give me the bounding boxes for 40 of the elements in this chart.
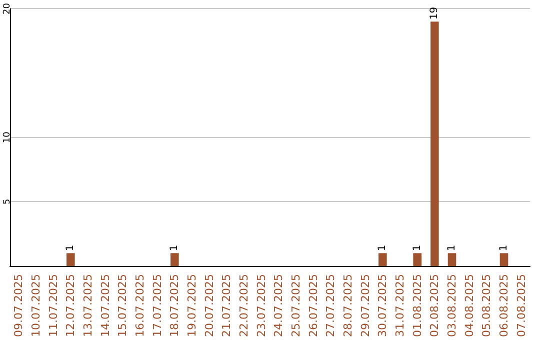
data-label: 1: [498, 244, 510, 252]
x-tick-label: 18.07.2025: [168, 274, 182, 338]
x-tick-label: 01.08.2025: [410, 274, 424, 338]
data-label: 1: [169, 244, 180, 252]
x-tick-label: 05.08.2025: [480, 274, 494, 338]
x-tick-label: 17.07.2025: [150, 274, 164, 338]
data-label: 19: [429, 6, 440, 20]
x-tick-label: 11.07.2025: [46, 274, 60, 338]
x-tick-label: 16.07.2025: [134, 274, 146, 338]
x-tick-label: 14.07.2025: [98, 274, 112, 338]
x-tick-label: 28.07.2025: [342, 274, 354, 338]
x-tick-label: 31.07.2025: [394, 274, 406, 338]
x-tick-label: 02.08.2025: [428, 274, 442, 338]
x-tick-label: 29.07.2025: [358, 274, 372, 338]
x-tick-label: 27.07.2025: [324, 274, 338, 338]
x-tick-label: 03.08.2025: [446, 274, 458, 338]
x-tick-label: 30.07.2025: [376, 274, 390, 338]
y-tick-label: 10: [2, 131, 12, 144]
x-tick-label: 20.07.2025: [202, 274, 216, 338]
x-tick-label: 22.07.2025: [238, 274, 250, 338]
x-tick-label: 10.07.2025: [30, 274, 42, 338]
x-tick-label: 15.07.2025: [116, 274, 130, 338]
x-tick-label: 26.07.2025: [306, 274, 320, 338]
x-tick-label: 21.07.2025: [220, 274, 234, 338]
x-tick-label: 12.07.2025: [64, 274, 78, 338]
x-tick-label: 09.07.2025: [12, 274, 26, 338]
y-tick-label: 20: [2, 2, 12, 14]
y-tick-label: 5: [2, 198, 12, 205]
data-label: 1: [377, 244, 388, 252]
x-tick-label: 06.08.2025: [498, 274, 510, 338]
x-tick-label: 13.07.2025: [82, 274, 94, 338]
x-tick-label: 25.07.2025: [290, 274, 302, 338]
x-tick-label: 23.07.2025: [254, 274, 268, 338]
x-tick-label: 19.07.2025: [186, 274, 198, 338]
data-label: 1: [412, 244, 423, 252]
x-tick-label: 07.08.2025: [514, 274, 528, 338]
data-label: 1: [446, 244, 458, 252]
x-tick-label: 04.08.2025: [462, 274, 476, 338]
x-tick-label: 24.07.2025: [272, 274, 286, 338]
data-label: 1: [65, 244, 76, 252]
